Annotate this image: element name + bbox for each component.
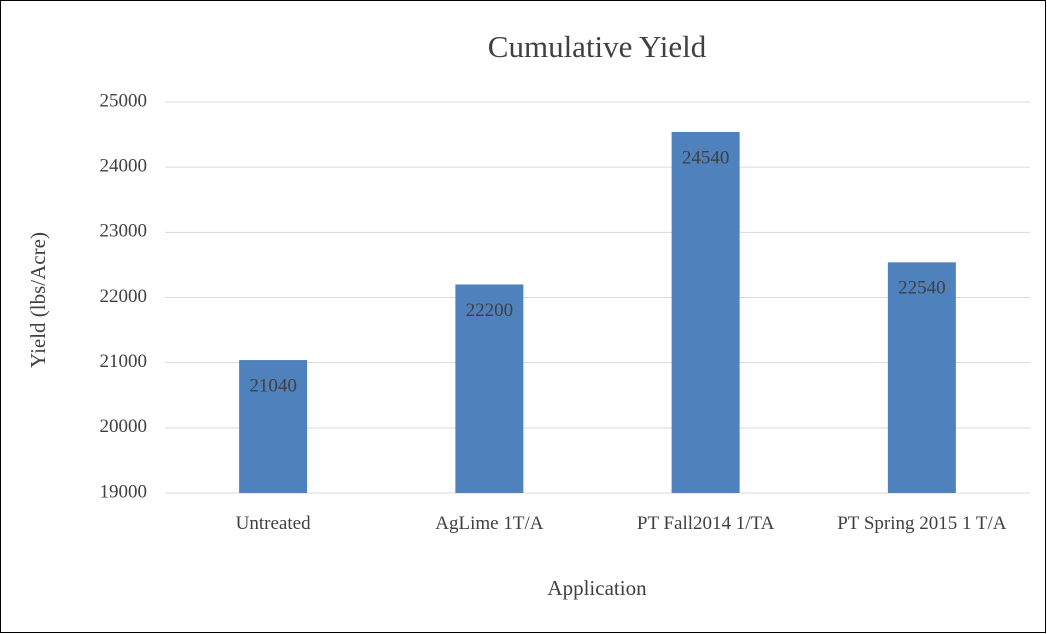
- y-axis-title: Yield (lbs/Acre): [26, 232, 50, 368]
- x-tick-label: PT Spring 2015 1 T/A: [837, 513, 1007, 534]
- data-label: 22540: [898, 278, 946, 299]
- y-tick-label: 19000: [100, 481, 148, 502]
- y-tick-label: 21000: [100, 351, 148, 372]
- x-tick-label: Untreated: [235, 513, 311, 534]
- bar: [239, 360, 308, 493]
- y-tick-label: 22000: [100, 286, 148, 307]
- x-tick-label: AgLime 1T/A: [435, 513, 544, 534]
- y-tick-label: 20000: [100, 416, 148, 437]
- bar: [455, 284, 524, 493]
- bar: [671, 131, 740, 493]
- bar: [887, 262, 956, 493]
- chart-title: Cumulative Yield: [488, 29, 707, 64]
- y-tick-label: 25000: [100, 90, 148, 111]
- data-label: 22200: [466, 300, 514, 321]
- y-tick-label: 24000: [100, 156, 148, 177]
- y-tick-label: 23000: [100, 221, 148, 242]
- data-label: 24540: [682, 147, 730, 168]
- data-label: 21040: [249, 375, 297, 396]
- x-axis-title: Application: [547, 576, 647, 600]
- x-tick-label: PT Fall2014 1/TA: [636, 513, 775, 534]
